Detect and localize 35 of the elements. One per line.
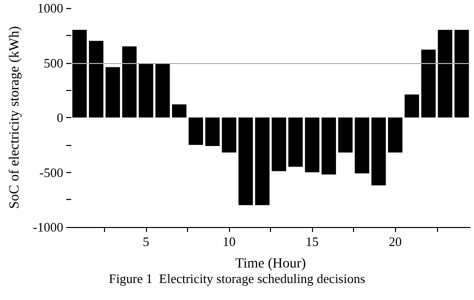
y-tick-label: 0 — [56, 110, 64, 125]
bar — [454, 30, 469, 118]
caption: Figure 1 Electricity storage scheduling decisions — [108, 271, 366, 286]
bar — [88, 40, 104, 118]
bar — [155, 64, 170, 118]
bar — [172, 104, 186, 118]
bar — [138, 64, 154, 118]
y-axis-title: SoC of electricity storage (kWh) — [8, 26, 22, 209]
x-axis-title: Time (Hour) — [235, 256, 306, 272]
bar — [354, 118, 370, 174]
bar — [322, 118, 336, 174]
bar — [304, 118, 320, 172]
x-tick-label: 10 — [222, 234, 236, 249]
bar — [421, 50, 436, 118]
x-tick-label: 5 — [142, 234, 150, 249]
x-tick-label: 15 — [306, 234, 319, 249]
bar — [388, 118, 402, 153]
x-tick-label: 20 — [388, 234, 402, 249]
bar — [238, 118, 253, 206]
y-tick-label: -500 — [39, 164, 64, 180]
bar — [338, 118, 353, 153]
y-tick-label: 500 — [44, 55, 64, 70]
bar — [106, 67, 120, 118]
y-tick-label: -1000 — [32, 220, 64, 234]
bar — [272, 118, 286, 172]
bar — [122, 46, 137, 118]
bar — [404, 94, 420, 118]
bar — [222, 118, 236, 153]
bar — [371, 118, 386, 186]
bar — [438, 30, 452, 118]
bar — [205, 118, 220, 146]
y-tick-label: 1000 — [37, 0, 64, 16]
bar — [255, 118, 270, 206]
bar — [288, 118, 303, 167]
bar — [188, 118, 204, 145]
